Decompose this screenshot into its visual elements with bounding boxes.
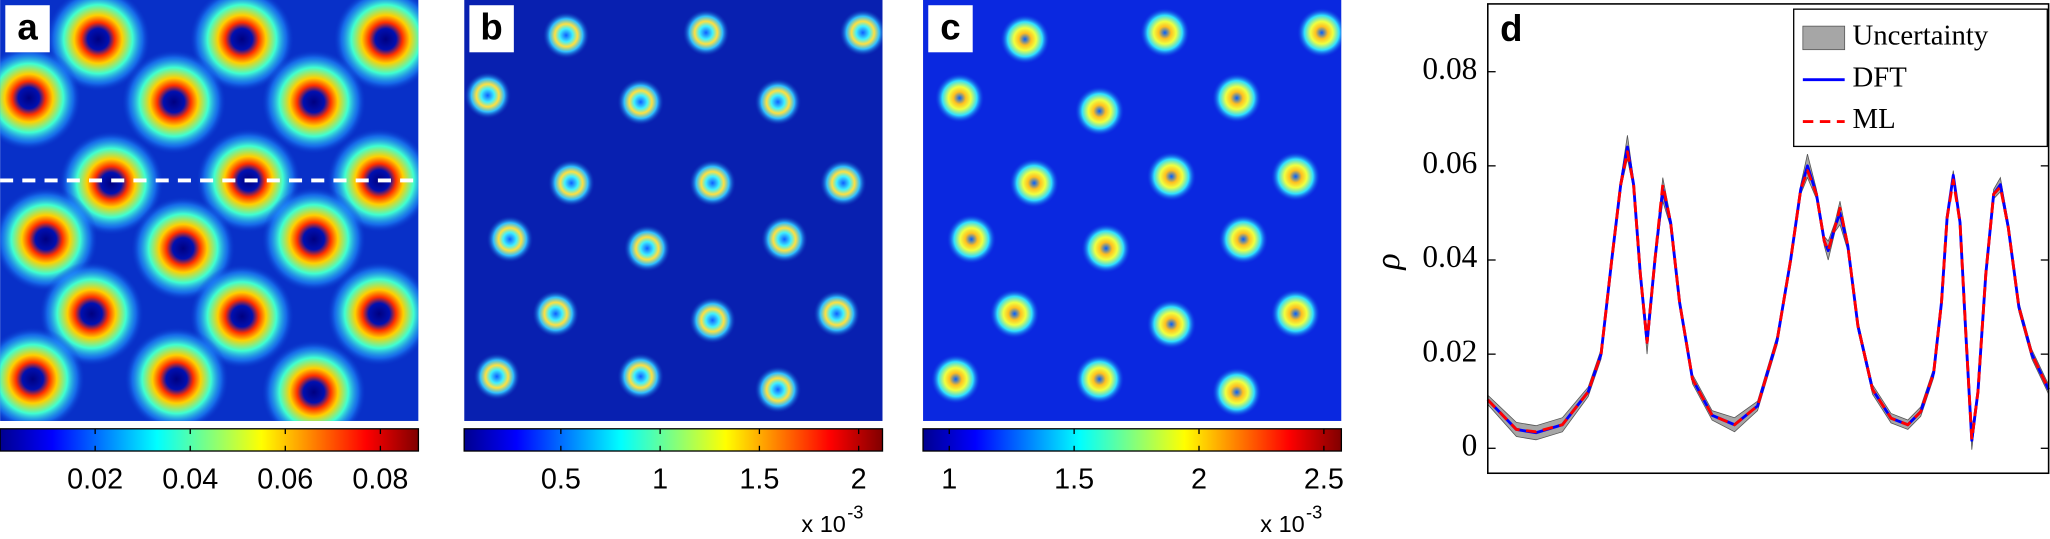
heatmap-image [0, 0, 419, 421]
heatmap-feature [839, 9, 883, 57]
heatmap-feature [689, 296, 737, 344]
colorbar [0, 428, 420, 452]
y-tick-label: 0 [1462, 427, 1478, 462]
heatmap-image [464, 0, 883, 421]
y-axis-label: ρ [1370, 253, 1407, 270]
panel-label-box [928, 5, 973, 53]
colorbar-tick-label: 0.04 [162, 464, 218, 496]
heatmap-feature [261, 186, 367, 292]
heatmap-feature [1218, 214, 1269, 265]
heatmap-feature [1000, 14, 1050, 65]
heatmap-feature [689, 159, 737, 207]
heatmap-background [464, 0, 883, 421]
heatmap-feature [1296, 7, 1342, 58]
heatmap-feature [473, 352, 521, 401]
series-line [1486, 150, 2050, 441]
heatmap-feature [464, 71, 512, 119]
heatmap-feature [124, 326, 229, 421]
heatmap-feature [130, 196, 236, 301]
heatmap-feature [623, 224, 671, 272]
heatmap-feature [760, 215, 808, 263]
heatmap-feature [1140, 7, 1190, 58]
colorbar-tick-label: 1.5 [739, 464, 779, 496]
heatmap-feature [754, 366, 802, 414]
heatmap-feature [486, 215, 534, 263]
colorbar-scale-exponent: -3 [1306, 502, 1322, 523]
heatmap-feature [532, 290, 580, 338]
legend-label: Uncertainty [1853, 20, 1989, 52]
panel-label: b [480, 7, 502, 48]
panel-label: d [1500, 8, 1522, 49]
colorbar-tick-label: 2.5 [1304, 464, 1344, 496]
heatmap-feature [617, 352, 665, 401]
heatmap-feature [1074, 354, 1125, 404]
panel-label-box [469, 5, 514, 53]
colorbar-scale-exponent: -3 [847, 502, 863, 523]
heatmap-feature [0, 45, 82, 151]
heatmap-feature [946, 214, 997, 265]
colorbar-tick-label: 0.06 [257, 464, 313, 496]
heatmap-feature [1146, 299, 1197, 350]
heatmap-feature [326, 261, 419, 367]
colorbar-tick-label: 1 [941, 464, 957, 496]
heatmap-feature [547, 159, 595, 207]
heatmap-feature [930, 354, 981, 404]
plot-frame [1487, 3, 2050, 475]
heatmap-feature [542, 11, 590, 59]
colorbar-scale: x 10 [1260, 511, 1304, 537]
heatmap-feature [261, 339, 367, 421]
heatmap-feature [333, 0, 419, 92]
heatmap-feature [617, 78, 665, 126]
heatmap-feature [819, 159, 867, 207]
heatmap-feature [1009, 158, 1059, 208]
y-tick-label: 0.06 [1422, 145, 1477, 180]
heatmap-feature [989, 288, 1040, 339]
colorbar-tick-label: 0.02 [67, 464, 123, 496]
heatmap-feature [754, 78, 802, 126]
heatmap-feature [121, 49, 227, 155]
heatmap-feature [934, 73, 985, 123]
heatmap-feature [189, 264, 295, 369]
heatmap-feature [1081, 223, 1131, 274]
heatmap-background [923, 0, 1342, 421]
heatmap-feature [1074, 86, 1125, 136]
y-tick-label: 0.02 [1422, 333, 1477, 368]
legend-label: DFT [1853, 61, 1908, 93]
colorbar-tick-label: 2 [1191, 464, 1207, 496]
heatmap-feature [1146, 151, 1197, 202]
heatmap-feature [682, 9, 730, 57]
y-tick-label: 0.04 [1422, 239, 1477, 274]
heatmap-feature [1270, 151, 1321, 202]
heatmap-image [923, 0, 1342, 421]
colorbar-tick-label: 0.08 [352, 464, 408, 496]
colorbar-scale: x 10 [801, 511, 845, 537]
heatmap-feature [813, 290, 861, 338]
heatmap-feature [261, 49, 367, 155]
heatmap-feature [0, 326, 86, 421]
colorbar-tick-label: 0.5 [541, 464, 581, 496]
panel-label-box [5, 5, 50, 53]
panel-label: c [940, 7, 960, 48]
legend-label: ML [1853, 103, 1896, 135]
colorbar-tick-label: 1.5 [1054, 464, 1094, 496]
heatmap-feature [1270, 288, 1321, 339]
heatmap-feature [1211, 367, 1262, 418]
colorbar-tick-label: 2 [851, 464, 867, 496]
y-tick-label: 0.08 [1422, 51, 1477, 86]
colorbar-tick-label: 1 [652, 464, 668, 496]
panel-label: a [17, 7, 38, 48]
legend-swatch [1802, 25, 1846, 51]
heatmap-feature [1211, 73, 1262, 123]
heatmap-feature [189, 0, 295, 92]
colorbar [463, 428, 884, 452]
colorbar [922, 428, 1343, 452]
